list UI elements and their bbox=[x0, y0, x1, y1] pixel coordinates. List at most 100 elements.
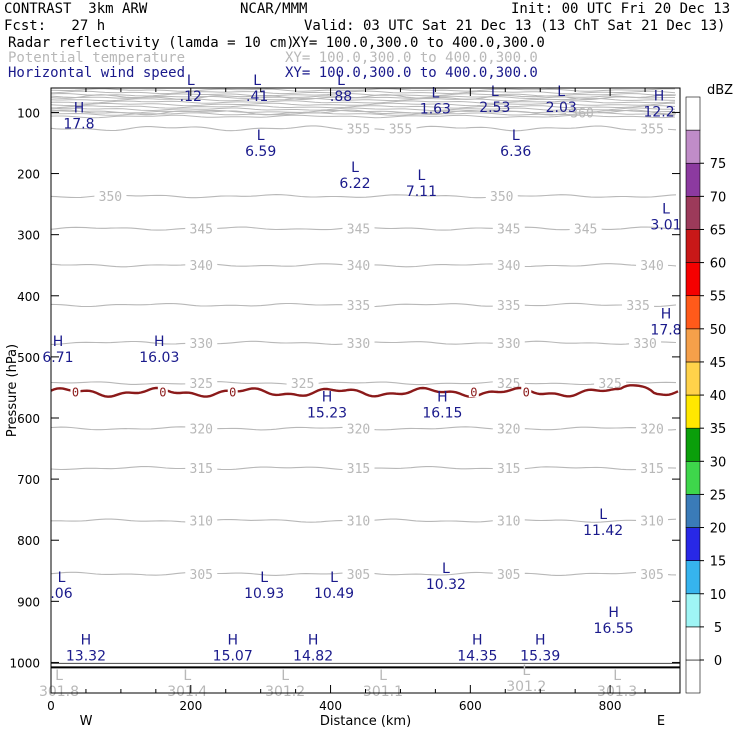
wind-extremum-value: 12.2 bbox=[643, 104, 674, 120]
surface-theta-marker: L bbox=[379, 668, 387, 684]
surface-theta-marker: L bbox=[613, 668, 621, 684]
x-tick-label: 0 bbox=[47, 699, 55, 713]
y-tick-label: 1000 bbox=[9, 656, 40, 670]
colorbar-tick-label: 35 bbox=[710, 422, 727, 437]
colorbar-band bbox=[685, 494, 701, 528]
field-theta-label: Potential temperature bbox=[8, 50, 186, 66]
theta-label-310: 310 bbox=[640, 515, 663, 530]
y-tick-label: 700 bbox=[17, 473, 40, 487]
theta-contour-upper bbox=[50, 100, 676, 104]
theta-label-315: 315 bbox=[190, 462, 213, 477]
surface-theta-value: 301.4 bbox=[167, 684, 207, 700]
wind-extremum-marker: L bbox=[599, 507, 607, 523]
reflectivity-0-contour bbox=[50, 384, 679, 399]
y-tick-label: 400 bbox=[17, 290, 40, 304]
wind-extremum-marker: H bbox=[608, 605, 619, 621]
colorbar-tick-label: 10 bbox=[710, 588, 727, 603]
zero-label-bg bbox=[157, 385, 168, 398]
east-label: E bbox=[657, 714, 665, 729]
wind-extremum-value: 6.71 bbox=[42, 350, 73, 366]
colorbar-tick-label: 50 bbox=[710, 323, 727, 338]
colorbar-band bbox=[685, 361, 701, 396]
colorbar-band bbox=[685, 262, 701, 297]
theta-contour-upper bbox=[50, 95, 675, 100]
colorbar-band bbox=[685, 129, 701, 164]
valid-time: Valid: 03 UTC Sat 21 Dec 13 (13 ChT Sat … bbox=[304, 18, 726, 34]
theta-contour-365 bbox=[50, 94, 677, 101]
wind-extremum-value: 7.11 bbox=[406, 184, 437, 200]
surface-theta-marker: L bbox=[55, 668, 63, 684]
org-label: NCAR/MMM bbox=[240, 1, 308, 17]
wind-extremum-value: .41 bbox=[246, 89, 268, 105]
theta-label-345: 345 bbox=[347, 223, 370, 238]
theta-label-330: 330 bbox=[633, 337, 656, 352]
wind-extremum-value: 15.23 bbox=[307, 406, 347, 422]
theta-label-350: 350 bbox=[99, 190, 122, 205]
theta-label-bg bbox=[384, 120, 417, 136]
wind-extremum-value: 15.07 bbox=[213, 648, 253, 664]
colorbar-tick-label: 5 bbox=[714, 621, 722, 636]
y-tick-label: 300 bbox=[17, 229, 40, 243]
colorbar-band bbox=[685, 560, 701, 595]
theta-label-bg bbox=[342, 460, 375, 476]
theta-label-335: 335 bbox=[347, 299, 370, 314]
wind-extremum-marker: L bbox=[442, 561, 450, 577]
colorbar-band bbox=[685, 593, 701, 628]
theta-label-310: 310 bbox=[190, 515, 213, 530]
wind-extremum-marker: H bbox=[535, 632, 546, 648]
colorbar-tick-label: 60 bbox=[710, 257, 727, 272]
wind-extremum-marker: L bbox=[512, 128, 520, 144]
colorbar-band bbox=[685, 229, 701, 263]
colorbar-tick-label: 45 bbox=[710, 356, 727, 371]
theta-label-bg bbox=[492, 420, 525, 436]
wind-extremum-value: 16.55 bbox=[594, 621, 634, 637]
colorbar-band bbox=[685, 394, 701, 429]
theta-label-bg bbox=[342, 420, 375, 436]
theta-label-bg bbox=[342, 512, 375, 528]
theta-label-315: 315 bbox=[640, 462, 663, 477]
theta-label-bg bbox=[185, 460, 218, 476]
colorbar-band bbox=[685, 460, 701, 495]
field-reflectivity-label: Radar reflectivity (lamda = 10 cm) bbox=[8, 35, 295, 51]
colorbar-tick-label: 65 bbox=[710, 223, 727, 238]
zero-label-bg bbox=[521, 385, 532, 398]
wind-extremum-marker: L bbox=[337, 73, 345, 89]
wind-extremum-value: 6.36 bbox=[500, 144, 531, 160]
wind-extremum-marker: H bbox=[322, 390, 333, 406]
wind-extremum-value: 14.82 bbox=[293, 648, 333, 664]
theta-contour-upper bbox=[50, 109, 676, 114]
theta-label-bg bbox=[492, 220, 525, 236]
theta-label-345: 345 bbox=[190, 223, 213, 238]
theta-label-bg bbox=[185, 257, 218, 273]
wind-extremum-value: 16.03 bbox=[139, 350, 179, 366]
theta-label-340: 340 bbox=[640, 259, 663, 274]
zero-label-bg bbox=[70, 385, 81, 398]
x-axis-title: Distance (km) bbox=[320, 714, 411, 729]
wind-extremum-value: .06 bbox=[50, 586, 72, 602]
colorbar-tick-label: 20 bbox=[710, 522, 727, 537]
wind-extremum-value: 15.39 bbox=[520, 648, 560, 664]
wind-extremum-value: .88 bbox=[330, 89, 352, 105]
theta-label-bg bbox=[636, 565, 669, 581]
theta-contour-350 bbox=[50, 194, 677, 199]
theta-label-bg bbox=[492, 257, 525, 273]
field-wind-label: Horizontal wind speed bbox=[8, 65, 186, 81]
wind-extremum-value: 6.59 bbox=[245, 144, 276, 160]
surface-theta-marker: L bbox=[281, 668, 289, 684]
forecast-hour: Fcst: 27 h bbox=[4, 18, 106, 34]
field-reflectivity-xy: XY= 100.0,300.0 to 400.0,300.0 bbox=[292, 35, 545, 51]
theta-label-340: 340 bbox=[190, 259, 213, 274]
wind-extremum-marker: L bbox=[491, 84, 499, 100]
theta-label-315: 315 bbox=[347, 462, 370, 477]
theta-label-bg bbox=[636, 460, 669, 476]
theta-label-bg bbox=[185, 420, 218, 436]
colorbar-below-band bbox=[685, 659, 701, 694]
colorbar-tick-label: 40 bbox=[710, 389, 727, 404]
wind-extremum-value: 10.32 bbox=[426, 577, 466, 593]
theta-label-bg bbox=[492, 334, 525, 350]
theta-label-bg bbox=[185, 334, 218, 350]
surface-theta-marker: L bbox=[522, 663, 530, 679]
theta-contour-upper bbox=[50, 88, 676, 92]
wind-extremum-marker: H bbox=[74, 101, 85, 117]
theta-label-bg bbox=[622, 296, 655, 312]
